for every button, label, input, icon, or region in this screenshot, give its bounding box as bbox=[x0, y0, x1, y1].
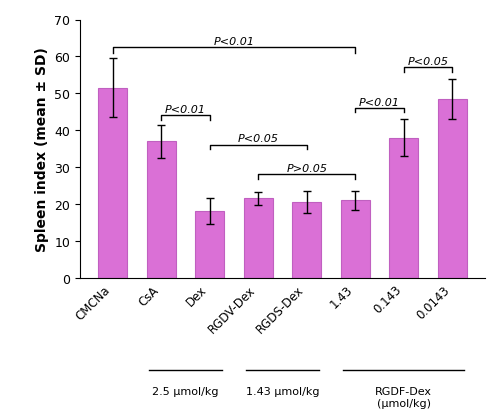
Text: P<0.01: P<0.01 bbox=[359, 97, 400, 107]
Bar bbox=[196, 212, 224, 278]
Text: 1.43 μmol/kg: 1.43 μmol/kg bbox=[246, 387, 320, 396]
Text: P<0.01: P<0.01 bbox=[214, 37, 254, 47]
Text: P<0.05: P<0.05 bbox=[238, 134, 279, 144]
Bar bbox=[292, 202, 322, 278]
Bar bbox=[98, 88, 128, 278]
Text: RGDF-Dex
(μmol/kg): RGDF-Dex (μmol/kg) bbox=[375, 387, 432, 408]
Bar bbox=[340, 201, 370, 278]
Text: 2.5 μmol/kg: 2.5 μmol/kg bbox=[152, 387, 219, 396]
Text: P<0.01: P<0.01 bbox=[165, 105, 206, 115]
Bar bbox=[147, 142, 176, 278]
Y-axis label: Spleen index (mean ± SD): Spleen index (mean ± SD) bbox=[34, 47, 48, 252]
Bar bbox=[244, 199, 273, 278]
Bar bbox=[389, 138, 418, 278]
Text: P>0.05: P>0.05 bbox=[286, 164, 327, 173]
Bar bbox=[438, 99, 466, 278]
Text: P<0.05: P<0.05 bbox=[408, 57, 449, 67]
